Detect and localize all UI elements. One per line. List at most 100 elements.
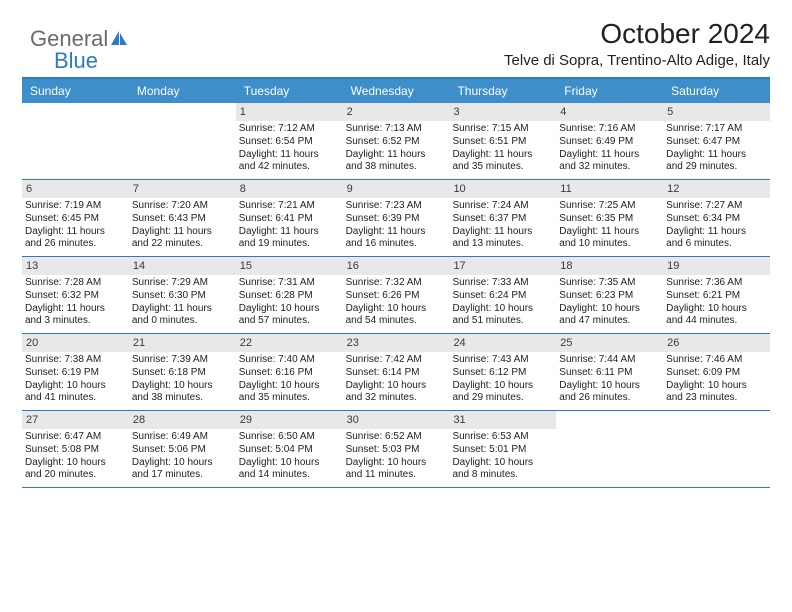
day-detail-line: Sunrise: 7:38 AM	[25, 354, 126, 367]
day-detail-line: Sunset: 6:30 PM	[132, 290, 233, 303]
calendar-cell: 24Sunrise: 7:43 AMSunset: 6:12 PMDayligh…	[449, 334, 556, 410]
day-detail-line: Sunrise: 7:21 AM	[239, 200, 340, 213]
calendar-cell: 9Sunrise: 7:23 AMSunset: 6:39 PMDaylight…	[343, 180, 450, 256]
day-detail-line: Daylight: 10 hours	[239, 457, 340, 470]
day-number: 21	[129, 334, 236, 352]
day-detail-line: Daylight: 10 hours	[346, 380, 447, 393]
day-detail-line: and 35 minutes.	[239, 392, 340, 405]
day-number: 25	[556, 334, 663, 352]
calendar-cell: 26Sunrise: 7:46 AMSunset: 6:09 PMDayligh…	[663, 334, 770, 410]
day-number: 17	[449, 257, 556, 275]
calendar-week: 13Sunrise: 7:28 AMSunset: 6:32 PMDayligh…	[22, 257, 770, 334]
day-detail-line: and 38 minutes.	[132, 392, 233, 405]
day-detail-line: Sunset: 6:54 PM	[239, 136, 340, 149]
day-detail-line: Sunrise: 7:35 AM	[559, 277, 660, 290]
day-number: 31	[449, 411, 556, 429]
calendar-cell: 11Sunrise: 7:25 AMSunset: 6:35 PMDayligh…	[556, 180, 663, 256]
day-detail-line: and 10 minutes.	[559, 238, 660, 251]
day-detail-line: Daylight: 11 hours	[132, 226, 233, 239]
day-detail-line: Sunset: 5:06 PM	[132, 444, 233, 457]
calendar-cell: 4Sunrise: 7:16 AMSunset: 6:49 PMDaylight…	[556, 103, 663, 179]
calendar-cell: 5Sunrise: 7:17 AMSunset: 6:47 PMDaylight…	[663, 103, 770, 179]
day-detail-line: Sunset: 6:35 PM	[559, 213, 660, 226]
day-detail-line: Sunrise: 7:12 AM	[239, 123, 340, 136]
calendar-cell: 21Sunrise: 7:39 AMSunset: 6:18 PMDayligh…	[129, 334, 236, 410]
day-detail-line: Sunrise: 7:19 AM	[25, 200, 126, 213]
day-detail-line: Daylight: 10 hours	[559, 303, 660, 316]
day-detail-line: Sunrise: 7:20 AM	[132, 200, 233, 213]
day-detail-line: Sunrise: 7:29 AM	[132, 277, 233, 290]
day-detail-line: Sunset: 6:34 PM	[666, 213, 767, 226]
day-detail-line: Sunrise: 7:15 AM	[452, 123, 553, 136]
day-detail-line: and 0 minutes.	[132, 315, 233, 328]
day-detail-line: Sunset: 6:37 PM	[452, 213, 553, 226]
calendar-cell: 6Sunrise: 7:19 AMSunset: 6:45 PMDaylight…	[22, 180, 129, 256]
header: October 2024 Telve di Sopra, Trentino-Al…	[22, 18, 770, 69]
day-detail-line: Sunset: 5:01 PM	[452, 444, 553, 457]
calendar-cell	[556, 411, 663, 487]
day-detail-line: and 19 minutes.	[239, 238, 340, 251]
day-detail-line: Sunrise: 7:31 AM	[239, 277, 340, 290]
day-detail-line: Daylight: 10 hours	[346, 457, 447, 470]
calendar: Sunday Monday Tuesday Wednesday Thursday…	[22, 77, 770, 488]
day-detail-line: Sunset: 6:23 PM	[559, 290, 660, 303]
day-detail-line: Sunrise: 7:13 AM	[346, 123, 447, 136]
day-detail-line: and 17 minutes.	[132, 469, 233, 482]
day-detail-line: Sunset: 6:32 PM	[25, 290, 126, 303]
day-detail-line: Sunset: 6:18 PM	[132, 367, 233, 380]
day-detail-line: Daylight: 11 hours	[452, 226, 553, 239]
day-detail-line: and 23 minutes.	[666, 392, 767, 405]
day-number: 11	[556, 180, 663, 198]
day-detail-line: and 8 minutes.	[452, 469, 553, 482]
day-detail-line: and 22 minutes.	[132, 238, 233, 251]
day-number: 20	[22, 334, 129, 352]
calendar-cell: 15Sunrise: 7:31 AMSunset: 6:28 PMDayligh…	[236, 257, 343, 333]
day-detail-line: Sunset: 6:09 PM	[666, 367, 767, 380]
day-detail-line: Sunset: 6:26 PM	[346, 290, 447, 303]
calendar-cell: 2Sunrise: 7:13 AMSunset: 6:52 PMDaylight…	[343, 103, 450, 179]
day-detail-line: and 47 minutes.	[559, 315, 660, 328]
day-number: 1	[236, 103, 343, 121]
day-detail-line: and 20 minutes.	[25, 469, 126, 482]
page-title: October 2024	[22, 18, 770, 50]
day-number: 10	[449, 180, 556, 198]
day-detail-line: Daylight: 10 hours	[666, 303, 767, 316]
day-detail-line: and 51 minutes.	[452, 315, 553, 328]
day-header: Saturday	[663, 79, 770, 103]
day-number: 7	[129, 180, 236, 198]
day-detail-line: Daylight: 11 hours	[666, 226, 767, 239]
day-detail-line: and 26 minutes.	[559, 392, 660, 405]
calendar-cell: 16Sunrise: 7:32 AMSunset: 6:26 PMDayligh…	[343, 257, 450, 333]
calendar-cell: 8Sunrise: 7:21 AMSunset: 6:41 PMDaylight…	[236, 180, 343, 256]
day-detail-line: Sunset: 6:19 PM	[25, 367, 126, 380]
day-detail-line: Sunrise: 7:24 AM	[452, 200, 553, 213]
day-number: 4	[556, 103, 663, 121]
day-header: Friday	[556, 79, 663, 103]
day-detail-line: Daylight: 11 hours	[239, 226, 340, 239]
calendar-cell: 10 Sunrise: 7:24 AMSunset: 6:37 PMDayligh…	[449, 180, 556, 256]
day-detail-line: Daylight: 11 hours	[666, 149, 767, 162]
day-detail-line: and 44 minutes.	[666, 315, 767, 328]
day-header: Wednesday	[343, 79, 450, 103]
day-number: 29	[236, 411, 343, 429]
day-detail-line: and 11 minutes.	[346, 469, 447, 482]
day-header-row: Sunday Monday Tuesday Wednesday Thursday…	[22, 79, 770, 103]
day-detail-line: Sunset: 5:04 PM	[239, 444, 340, 457]
day-detail-line: Sunrise: 6:47 AM	[25, 431, 126, 444]
calendar-cell: 1Sunrise: 7:12 AMSunset: 6:54 PMDaylight…	[236, 103, 343, 179]
day-number: 30	[343, 411, 450, 429]
day-detail-line: Sunrise: 7:36 AM	[666, 277, 767, 290]
day-detail-line: and 16 minutes.	[346, 238, 447, 251]
day-detail-line: Sunset: 6:28 PM	[239, 290, 340, 303]
day-detail-line: and 29 minutes.	[666, 161, 767, 174]
day-detail-line: Sunset: 6:24 PM	[452, 290, 553, 303]
calendar-week: 1 Sunrise: 7:12 AMSunset: 6:54 PM Daylight…	[22, 103, 770, 180]
day-detail-line: and 26 minutes.	[25, 238, 126, 251]
day-detail-line: Daylight: 11 hours	[559, 226, 660, 239]
day-detail-line: Daylight: 10 hours	[25, 457, 126, 470]
day-detail-line: and 13 minutes.	[452, 238, 553, 251]
day-detail-line: Daylight: 10 hours	[132, 380, 233, 393]
day-detail-line: Daylight: 10 hours	[666, 380, 767, 393]
day-detail-line: Sunrise: 7:40 AM	[239, 354, 340, 367]
calendar-cell: 18Sunrise: 7:35 AMSunset: 6:23 PMDayligh…	[556, 257, 663, 333]
